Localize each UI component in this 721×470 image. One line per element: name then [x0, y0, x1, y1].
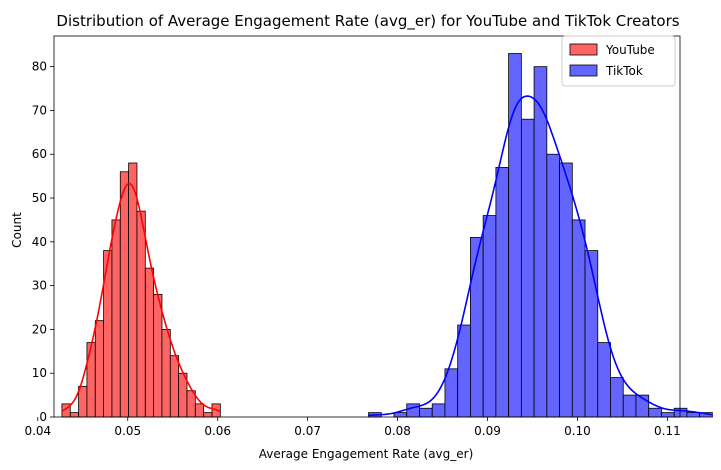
youtube-bar [119, 171, 130, 418]
tiktok-bar [597, 342, 611, 418]
y-axis-label: Count [10, 212, 24, 248]
tiktok-bar [470, 237, 484, 418]
x-tick-label: 0.09 [474, 424, 501, 438]
y-tick-label: 50 [32, 191, 47, 205]
youtube-bar [153, 293, 163, 418]
tiktok-bar [457, 324, 471, 418]
tiktok-bar [495, 166, 510, 418]
youtube-bar [144, 267, 155, 418]
tiktok-legend-swatch [569, 64, 598, 77]
youtube-bar [161, 329, 171, 418]
tiktok-bar [533, 66, 548, 418]
tiktok-bar [686, 412, 701, 418]
x-tick-label: 0.08 [384, 424, 411, 438]
youtube-legend-label: YouTube [605, 43, 655, 57]
tiktok-bar [661, 412, 675, 418]
youtube-bar [169, 355, 180, 418]
youtube-bar [194, 403, 205, 418]
y-tick-label: 60 [32, 147, 47, 161]
youtube-bar [136, 210, 146, 418]
youtube-bar [94, 320, 105, 418]
legend: YouTube TikTok [561, 35, 676, 87]
bars [61, 53, 713, 418]
tiktok-kde-curve [368, 95, 713, 417]
tiktok-bar [610, 377, 624, 418]
tiktok-bar [444, 368, 459, 418]
tiktok-bar [431, 403, 446, 418]
x-tick-label: 0.07 [294, 424, 321, 438]
youtube-bar [111, 219, 121, 418]
plot-frame [53, 35, 681, 418]
tiktok-bar [419, 407, 433, 418]
tiktok-bar [482, 215, 497, 418]
tiktok-bar [584, 250, 599, 418]
y-tick-label: 80 [32, 60, 47, 74]
youtube-legend-swatch [569, 43, 598, 56]
tiktok-bar [559, 162, 573, 418]
x-tick-label: 0.11 [654, 424, 681, 438]
y-tick-label: 20 [32, 322, 47, 336]
tiktok-bar [648, 407, 662, 418]
y-tick-label: 10 [32, 366, 47, 380]
youtube-bar [86, 342, 96, 418]
y-tick-label: 70 [32, 103, 47, 117]
tiktok-bar [546, 153, 560, 418]
y-tick-label: 30 [32, 279, 47, 293]
youtube-bar [128, 162, 138, 418]
tiktok-bar [699, 412, 713, 418]
youtube-bar [78, 385, 88, 418]
tiktok-bar [571, 219, 586, 418]
youtube-bar [203, 412, 213, 418]
kde-curves [61, 95, 713, 417]
chart-title: Distribution of Average Engagement Rate … [56, 12, 679, 31]
x-tick-label: 0.10 [564, 424, 591, 438]
x-tick-label: 0.05 [114, 424, 141, 438]
tiktok-bar [520, 118, 535, 418]
x-tick-label: 0.06 [204, 424, 231, 438]
y-tick-label: 0 [39, 410, 47, 424]
axes: 0.04 0.05 0.06 0.07 0.08 0.09 0.10 0.11 0 10 20 30 4… [24, 35, 681, 438]
tiktok-legend-label: TikTok [605, 64, 643, 78]
y-tick-label: 40 [32, 235, 47, 249]
x-tick-label: 0.04 [24, 424, 51, 438]
youtube-kde-curve [61, 182, 221, 413]
x-axis-label: Average Engagement Rate (avg_er) [259, 447, 474, 461]
tiktok-bar [622, 394, 637, 418]
youtube-bar [69, 412, 79, 418]
